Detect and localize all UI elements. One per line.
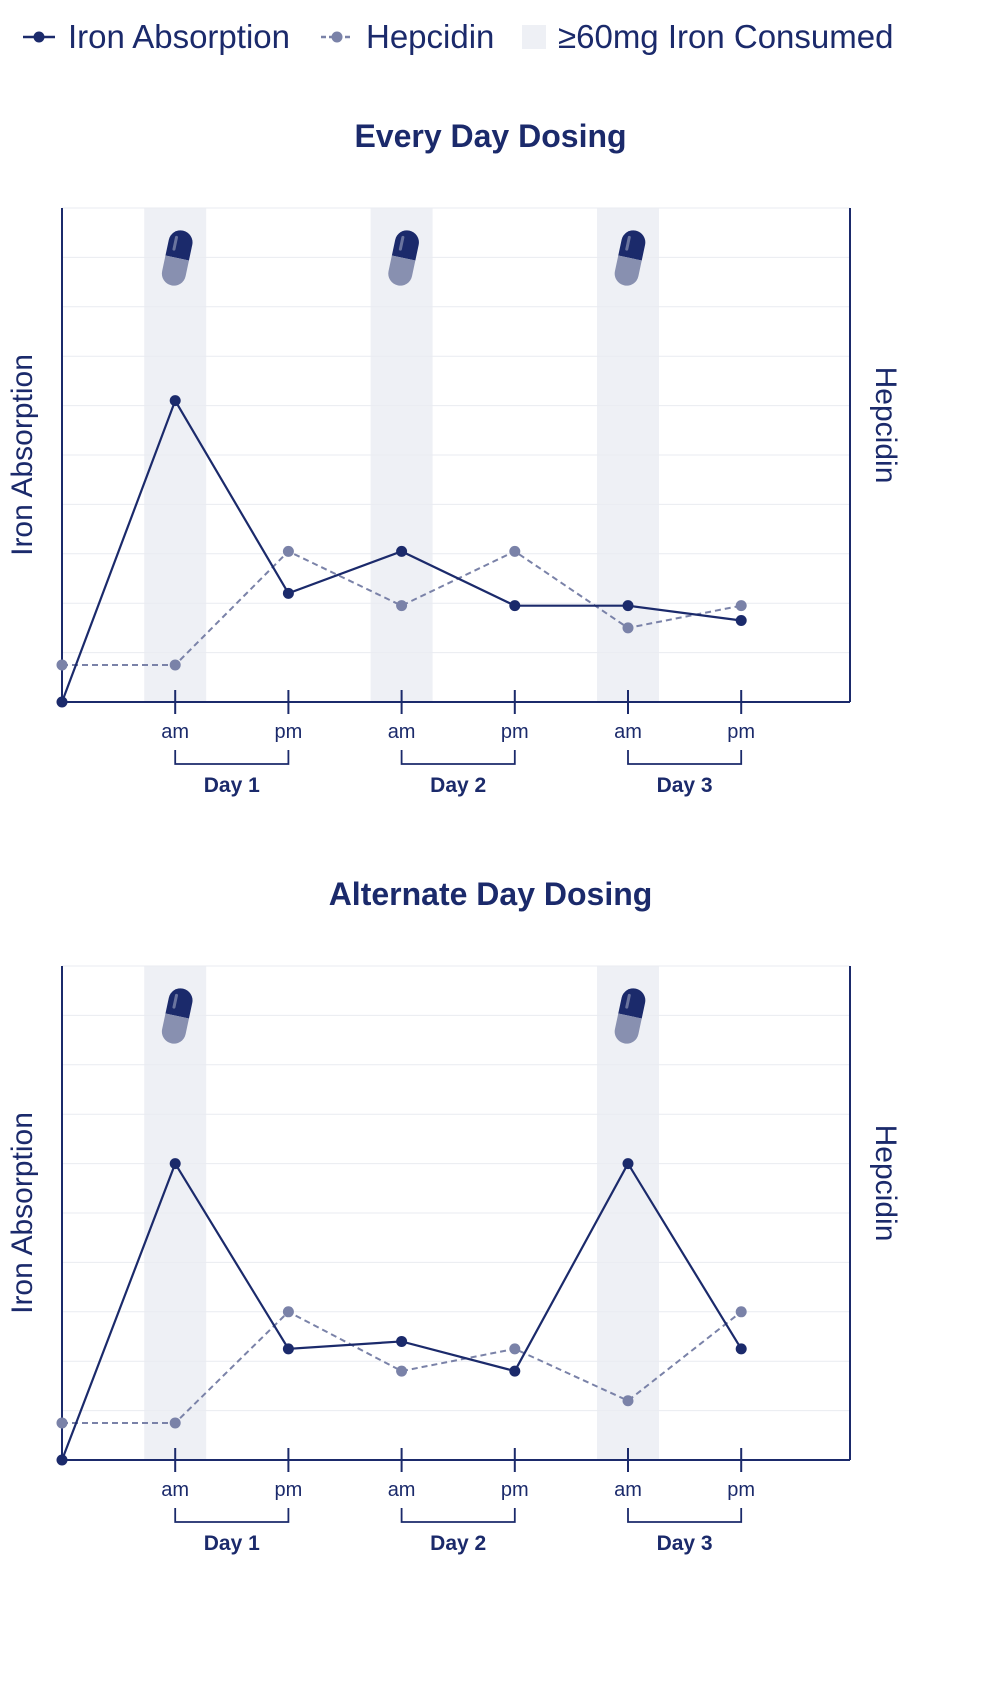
day-label-1: Day 1 xyxy=(204,774,260,797)
shaded-square-icon xyxy=(522,25,546,49)
day-bracket-1 xyxy=(174,750,290,765)
pill-top xyxy=(391,230,419,261)
data-point-hepcidin xyxy=(622,622,634,634)
data-point-hepcidin xyxy=(509,1343,521,1355)
data-point-hepcidin xyxy=(56,659,68,671)
pill-highlight xyxy=(625,235,631,251)
day-bracket-3 xyxy=(627,750,743,765)
legend-item-iron-consumed: ≥60mg Iron Consumed xyxy=(522,18,893,56)
x-tick-label: pm xyxy=(501,1479,529,1501)
chart-title-every-day: Every Day Dosing xyxy=(354,118,627,154)
capsule-pill-icon xyxy=(614,988,646,1044)
data-point-hepcidin xyxy=(282,545,294,557)
pill-top xyxy=(618,230,646,261)
legend-item-hepcidin: Hepcidin xyxy=(320,18,494,56)
pill-bottom xyxy=(614,255,642,286)
chart-title-alternate-day: Alternate Day Dosing xyxy=(328,876,653,912)
x-tick-label: am xyxy=(614,721,642,743)
legend-label-hepcidin: Hepcidin xyxy=(366,18,495,55)
x-tick-label: am xyxy=(161,721,189,743)
x-tick-label: pm xyxy=(501,721,529,743)
data-point-hepcidin xyxy=(735,1306,747,1318)
capsule-pill-icon xyxy=(388,230,419,286)
data-point-hepcidin xyxy=(396,1365,408,1377)
pill-bottom xyxy=(161,1013,189,1044)
data-point-hepcidin xyxy=(509,545,521,557)
every-day-dosing-chart: Iron Absorption Hepcidin am pm am pm am pm Day 1… xyxy=(6,207,902,797)
day-label-3: Day 3 xyxy=(657,774,713,797)
data-point-hepcidin xyxy=(282,1306,294,1318)
x-tick-label: am xyxy=(161,1479,189,1501)
data-point-iron-absorption xyxy=(622,600,634,612)
data-point-hepcidin xyxy=(396,600,408,612)
pill-highlight xyxy=(625,993,631,1009)
capsule-pill-icon xyxy=(614,230,646,286)
y-axis-title-left: Iron Absorption xyxy=(6,354,39,556)
legend-item-iron-absorption: Iron Absorption xyxy=(22,18,290,56)
data-point-hepcidin xyxy=(56,1417,68,1429)
legend-label-iron-consumed: ≥60mg Iron Consumed xyxy=(558,18,894,55)
capsule-pill-icon xyxy=(161,988,193,1044)
pill-highlight xyxy=(172,993,178,1009)
legend-label-iron-absorption: Iron Absorption xyxy=(68,18,290,55)
x-tick-label: pm xyxy=(727,721,755,743)
dashed-line-dot-icon xyxy=(321,31,353,43)
data-point-iron-absorption xyxy=(56,1454,68,1466)
data-point-iron-absorption xyxy=(396,1335,408,1347)
pill-top xyxy=(165,988,193,1019)
x-tick-label: pm xyxy=(275,721,303,743)
y-axis-title-right: Hepcidin xyxy=(869,1125,902,1242)
data-point-iron-absorption xyxy=(282,587,294,599)
capsule-pill-icon xyxy=(161,230,193,286)
data-point-hepcidin xyxy=(169,659,181,671)
day-bracket-3 xyxy=(627,1508,743,1523)
pill-highlight xyxy=(398,235,405,251)
day-label-1: Day 1 xyxy=(204,1532,260,1555)
day-label-3: Day 3 xyxy=(657,1532,713,1555)
alternate-day-dosing-chart: Iron Absorption Hepcidin am pm am pm am pm Day 1… xyxy=(6,965,902,1555)
data-point-iron-absorption xyxy=(735,1343,747,1355)
data-point-iron-absorption xyxy=(396,545,408,557)
day-bracket-2 xyxy=(400,1508,516,1523)
y-axis-title-left: Iron Absorption xyxy=(6,1112,39,1314)
data-point-iron-absorption xyxy=(509,1365,521,1377)
day-bracket-1 xyxy=(174,1508,290,1523)
day-label-2: Day 2 xyxy=(430,1532,486,1555)
x-tick-label: am xyxy=(388,721,416,743)
data-point-iron-absorption xyxy=(622,1158,634,1170)
day-bracket-2 xyxy=(400,750,516,765)
line-dot-icon xyxy=(23,31,55,43)
pill-bottom xyxy=(388,255,416,286)
pill-top xyxy=(165,230,193,261)
data-point-iron-absorption xyxy=(282,1343,294,1355)
pill-highlight xyxy=(172,235,178,251)
data-point-hepcidin xyxy=(622,1395,634,1407)
data-point-hepcidin xyxy=(735,600,747,612)
data-point-iron-absorption xyxy=(56,696,68,708)
pill-top xyxy=(618,988,646,1019)
y-axis-title-right: Hepcidin xyxy=(869,367,902,484)
data-point-hepcidin xyxy=(169,1417,181,1429)
chart-legend: Iron Absorption Hepcidin ≥60mg Iron Cons… xyxy=(0,0,981,90)
x-tick-label: pm xyxy=(727,1479,755,1501)
data-point-iron-absorption xyxy=(509,600,521,612)
data-point-iron-absorption xyxy=(169,395,181,407)
x-tick-label: am xyxy=(614,1479,642,1501)
data-point-iron-absorption xyxy=(169,1158,181,1170)
day-label-2: Day 2 xyxy=(430,774,486,797)
pill-bottom xyxy=(614,1013,642,1044)
x-tick-label: pm xyxy=(275,1479,303,1501)
pill-bottom xyxy=(161,255,189,286)
x-tick-label: am xyxy=(388,1479,416,1501)
data-point-iron-absorption xyxy=(735,614,747,626)
